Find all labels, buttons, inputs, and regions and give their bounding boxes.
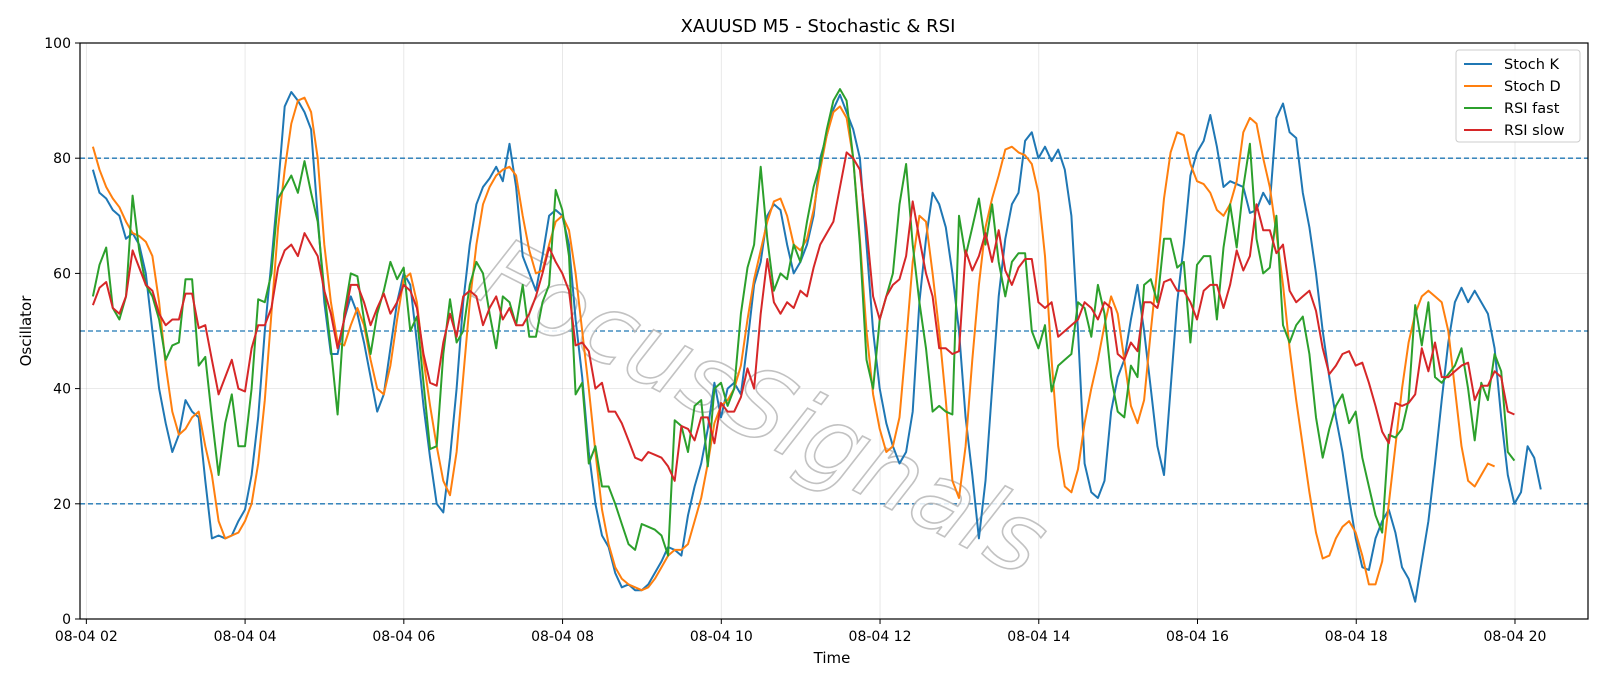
y-tick-label: 60 <box>53 266 71 282</box>
x-axis-label: Time <box>813 649 851 667</box>
x-tick-label: 08-04 14 <box>1007 629 1070 645</box>
legend-label-rsi-fast: RSI fast <box>1504 101 1560 117</box>
y-tick-label: 20 <box>53 497 71 513</box>
legend-label-stoch-d: Stoch D <box>1504 79 1561 95</box>
y-axis: 0 20 40 60 80 100 <box>44 36 80 628</box>
x-tick-label: 08-04 04 <box>214 629 277 645</box>
legend-label-rsi-slow: RSI slow <box>1504 123 1565 139</box>
legend-box <box>1455 49 1581 143</box>
series-group <box>91 88 1542 603</box>
x-tick-label: 08-04 16 <box>1166 629 1229 645</box>
y-tick-label: 80 <box>53 151 71 167</box>
y-axis-label: Oscillator <box>17 295 35 367</box>
y-tick-label: 100 <box>44 36 71 52</box>
series-line-rsi-slow <box>91 151 1515 482</box>
x-tick-label: 08-04 10 <box>690 629 753 645</box>
series-line-rsi-fast <box>91 88 1516 557</box>
x-tick-label: 08-04 20 <box>1484 629 1547 645</box>
y-tick-label: 40 <box>53 382 71 398</box>
plot-frame <box>79 42 1589 620</box>
x-tick-label: 08-04 06 <box>372 629 435 645</box>
chart-title: XAUUSD M5 - Stochastic & RSI <box>681 16 956 37</box>
legend-label-stoch-k: Stoch K <box>1504 57 1560 73</box>
x-tick-label: 08-04 12 <box>849 629 912 645</box>
x-tick-label: 08-04 08 <box>531 629 594 645</box>
legend: Stoch K Stoch D RSI fast RSI slow <box>1455 49 1581 143</box>
reference-lines <box>80 157 1588 505</box>
x-tick-label: 08-04 18 <box>1325 629 1388 645</box>
x-axis: 08-04 02 08-04 04 08-04 06 08-04 08 08-04 10… <box>55 619 1547 645</box>
x-tick-label: 08-04 02 <box>55 629 118 645</box>
y-tick-label: 0 <box>62 612 71 628</box>
